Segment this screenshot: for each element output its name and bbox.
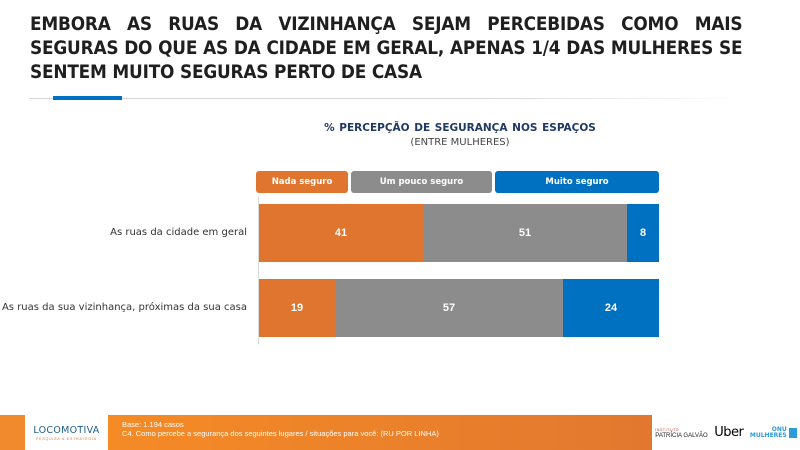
- legend-label: Nada seguro: [271, 177, 333, 187]
- footer-accent-strip: [0, 415, 25, 450]
- data-label: 19: [290, 302, 304, 314]
- footer-question: C4. Como percebe a segurança dos seguint…: [122, 429, 439, 438]
- instituto-patricia-galvao-logo: INSTITUTO PATRÍCIA GALVÃO: [655, 427, 708, 439]
- logo-wordmark: LOCOMOTIVA: [33, 424, 100, 436]
- data-label: 57: [442, 302, 456, 314]
- slide-title: EMBORA AS RUAS DA VIZINHANÇA SEJAM PERCE…: [30, 14, 743, 83]
- legend-label: Um pouco seguro: [379, 177, 464, 187]
- legend-label: Muito seguro: [545, 177, 609, 187]
- category-label: As ruas da cidade em geral: [110, 227, 247, 238]
- bar-segment-um-pouco-seguro: 57: [335, 279, 563, 337]
- locomotiva-logo: LOCOMOTIVA PESQUISA & ESTRATÉGIA: [25, 415, 108, 450]
- data-label: 41: [334, 227, 348, 239]
- partner-logos: INSTITUTO PATRÍCIA GALVÃO Uber ONU MULHE…: [652, 415, 800, 450]
- onu-emblem-icon: [788, 427, 797, 438]
- chart-subtitle: (ENTRE MULHERES): [410, 137, 510, 148]
- bar-segment-um-pouco-seguro: 51: [423, 204, 627, 262]
- data-label: 24: [604, 302, 618, 314]
- category-label: As ruas da sua vizinhança, próximas da s…: [1, 302, 247, 313]
- bar-segment-muito-seguro: 8: [627, 204, 659, 262]
- legend-item-nada-seguro: Nada seguro: [256, 171, 348, 193]
- bar-segment-nada-seguro: 41: [259, 204, 423, 262]
- legend-item-um-pouco-seguro: Um pouco seguro: [351, 171, 492, 193]
- footer-notes: Base: 1.194 casos C4. Como percebe a seg…: [122, 420, 439, 438]
- footer-base: Base: 1.194 casos: [122, 420, 184, 429]
- data-label: 51: [518, 227, 532, 239]
- data-label: 8: [639, 227, 647, 239]
- title-accent-bar: [53, 96, 122, 100]
- logo-tagline: PESQUISA & ESTRATÉGIA: [36, 436, 97, 441]
- bar-segment-nada-seguro: 19: [259, 279, 335, 337]
- chart-title: % PERCEPÇÃO DE SEGURANÇA NOS ESPAÇOS: [324, 122, 596, 134]
- legend-item-muito-seguro: Muito seguro: [495, 171, 659, 193]
- onu-mulheres-logo: ONU MULHERES: [750, 426, 797, 439]
- title-divider: [30, 98, 750, 99]
- y-axis-line: [258, 197, 259, 344]
- uber-logo: Uber: [714, 425, 744, 440]
- footer-band: Base: 1.194 casos C4. Como percebe a seg…: [108, 415, 652, 450]
- bar-segment-muito-seguro: 24: [563, 279, 659, 337]
